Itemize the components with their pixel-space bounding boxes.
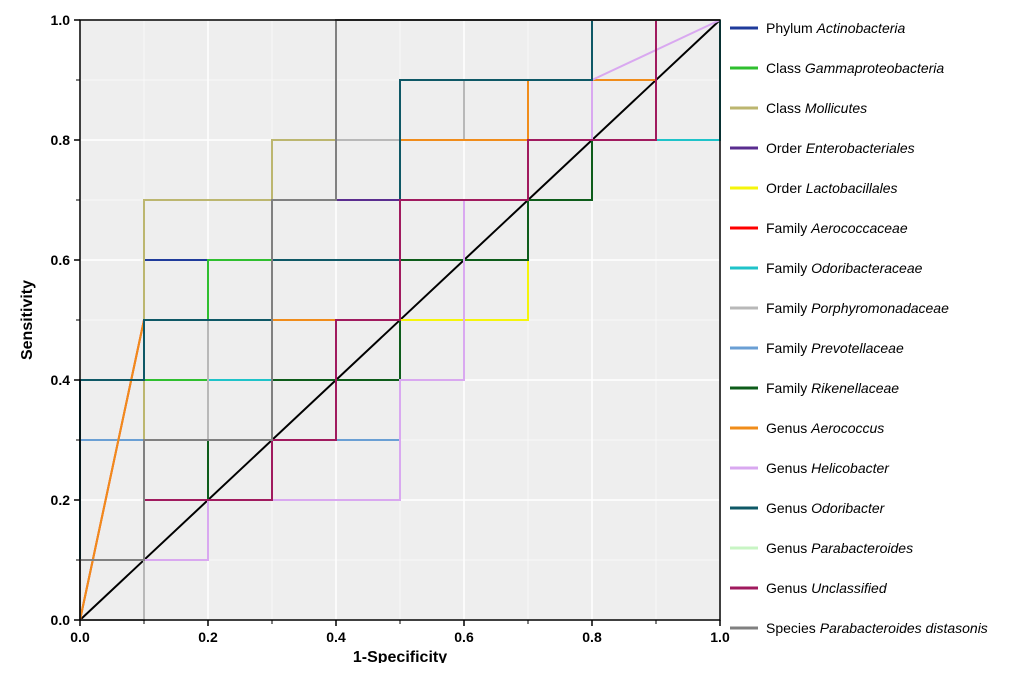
x-tick-label: 1.0	[710, 629, 730, 645]
x-tick-label: 0.0	[70, 629, 90, 645]
legend-label: Family Rikenellaceae	[766, 380, 899, 396]
legend-label: Family Porphyromonadaceae	[766, 300, 949, 316]
y-tick-label: 0.6	[51, 252, 71, 268]
legend-label: Class Mollicutes	[766, 100, 867, 116]
y-tick-label: 0.4	[51, 372, 71, 388]
legend-label: Family Odoribacteraceae	[766, 260, 923, 276]
y-tick-label: 0.2	[51, 492, 71, 508]
legend-label: Genus Helicobacter	[766, 460, 890, 476]
roc-chart: 0.00.0 0.2 0.2 0.4 0.4 0.6 0.6 0.8 0.8 1.0 1.0 1-Sp…	[10, 10, 1010, 663]
legend-label: Phylum Actinobacteria	[766, 20, 906, 36]
legend-label: Family Aerococcaceae	[766, 220, 908, 236]
x-tick-label: 0.2	[198, 629, 218, 645]
y-tick-label: 0.0	[51, 612, 71, 628]
legend-label: Family Prevotellaceae	[766, 340, 904, 356]
x-tick-label: 0.6	[454, 629, 474, 645]
legend-label: Class Gammaproteobacteria	[766, 60, 944, 76]
y-axis-label: Sensitivity	[19, 280, 36, 360]
y-tick-label: 1.0	[51, 12, 71, 28]
legend-label: Genus Aerococcus	[766, 420, 884, 436]
legend-label: Genus Parabacteroides	[766, 540, 913, 556]
legend-label: Species Parabacteroides distasonis	[766, 620, 988, 636]
legend-label: Order Enterobacteriales	[766, 140, 915, 156]
legend-label: Order Lactobacillales	[766, 180, 898, 196]
x-tick-label: 0.8	[582, 629, 602, 645]
x-tick-label: 0.4	[326, 629, 346, 645]
y-tick-label: 0.8	[51, 132, 71, 148]
legend-label: Genus Odoribacter	[766, 500, 886, 516]
x-axis-label: 1-Specificity	[353, 649, 447, 663]
legend-label: Genus Unclassified	[766, 580, 888, 596]
